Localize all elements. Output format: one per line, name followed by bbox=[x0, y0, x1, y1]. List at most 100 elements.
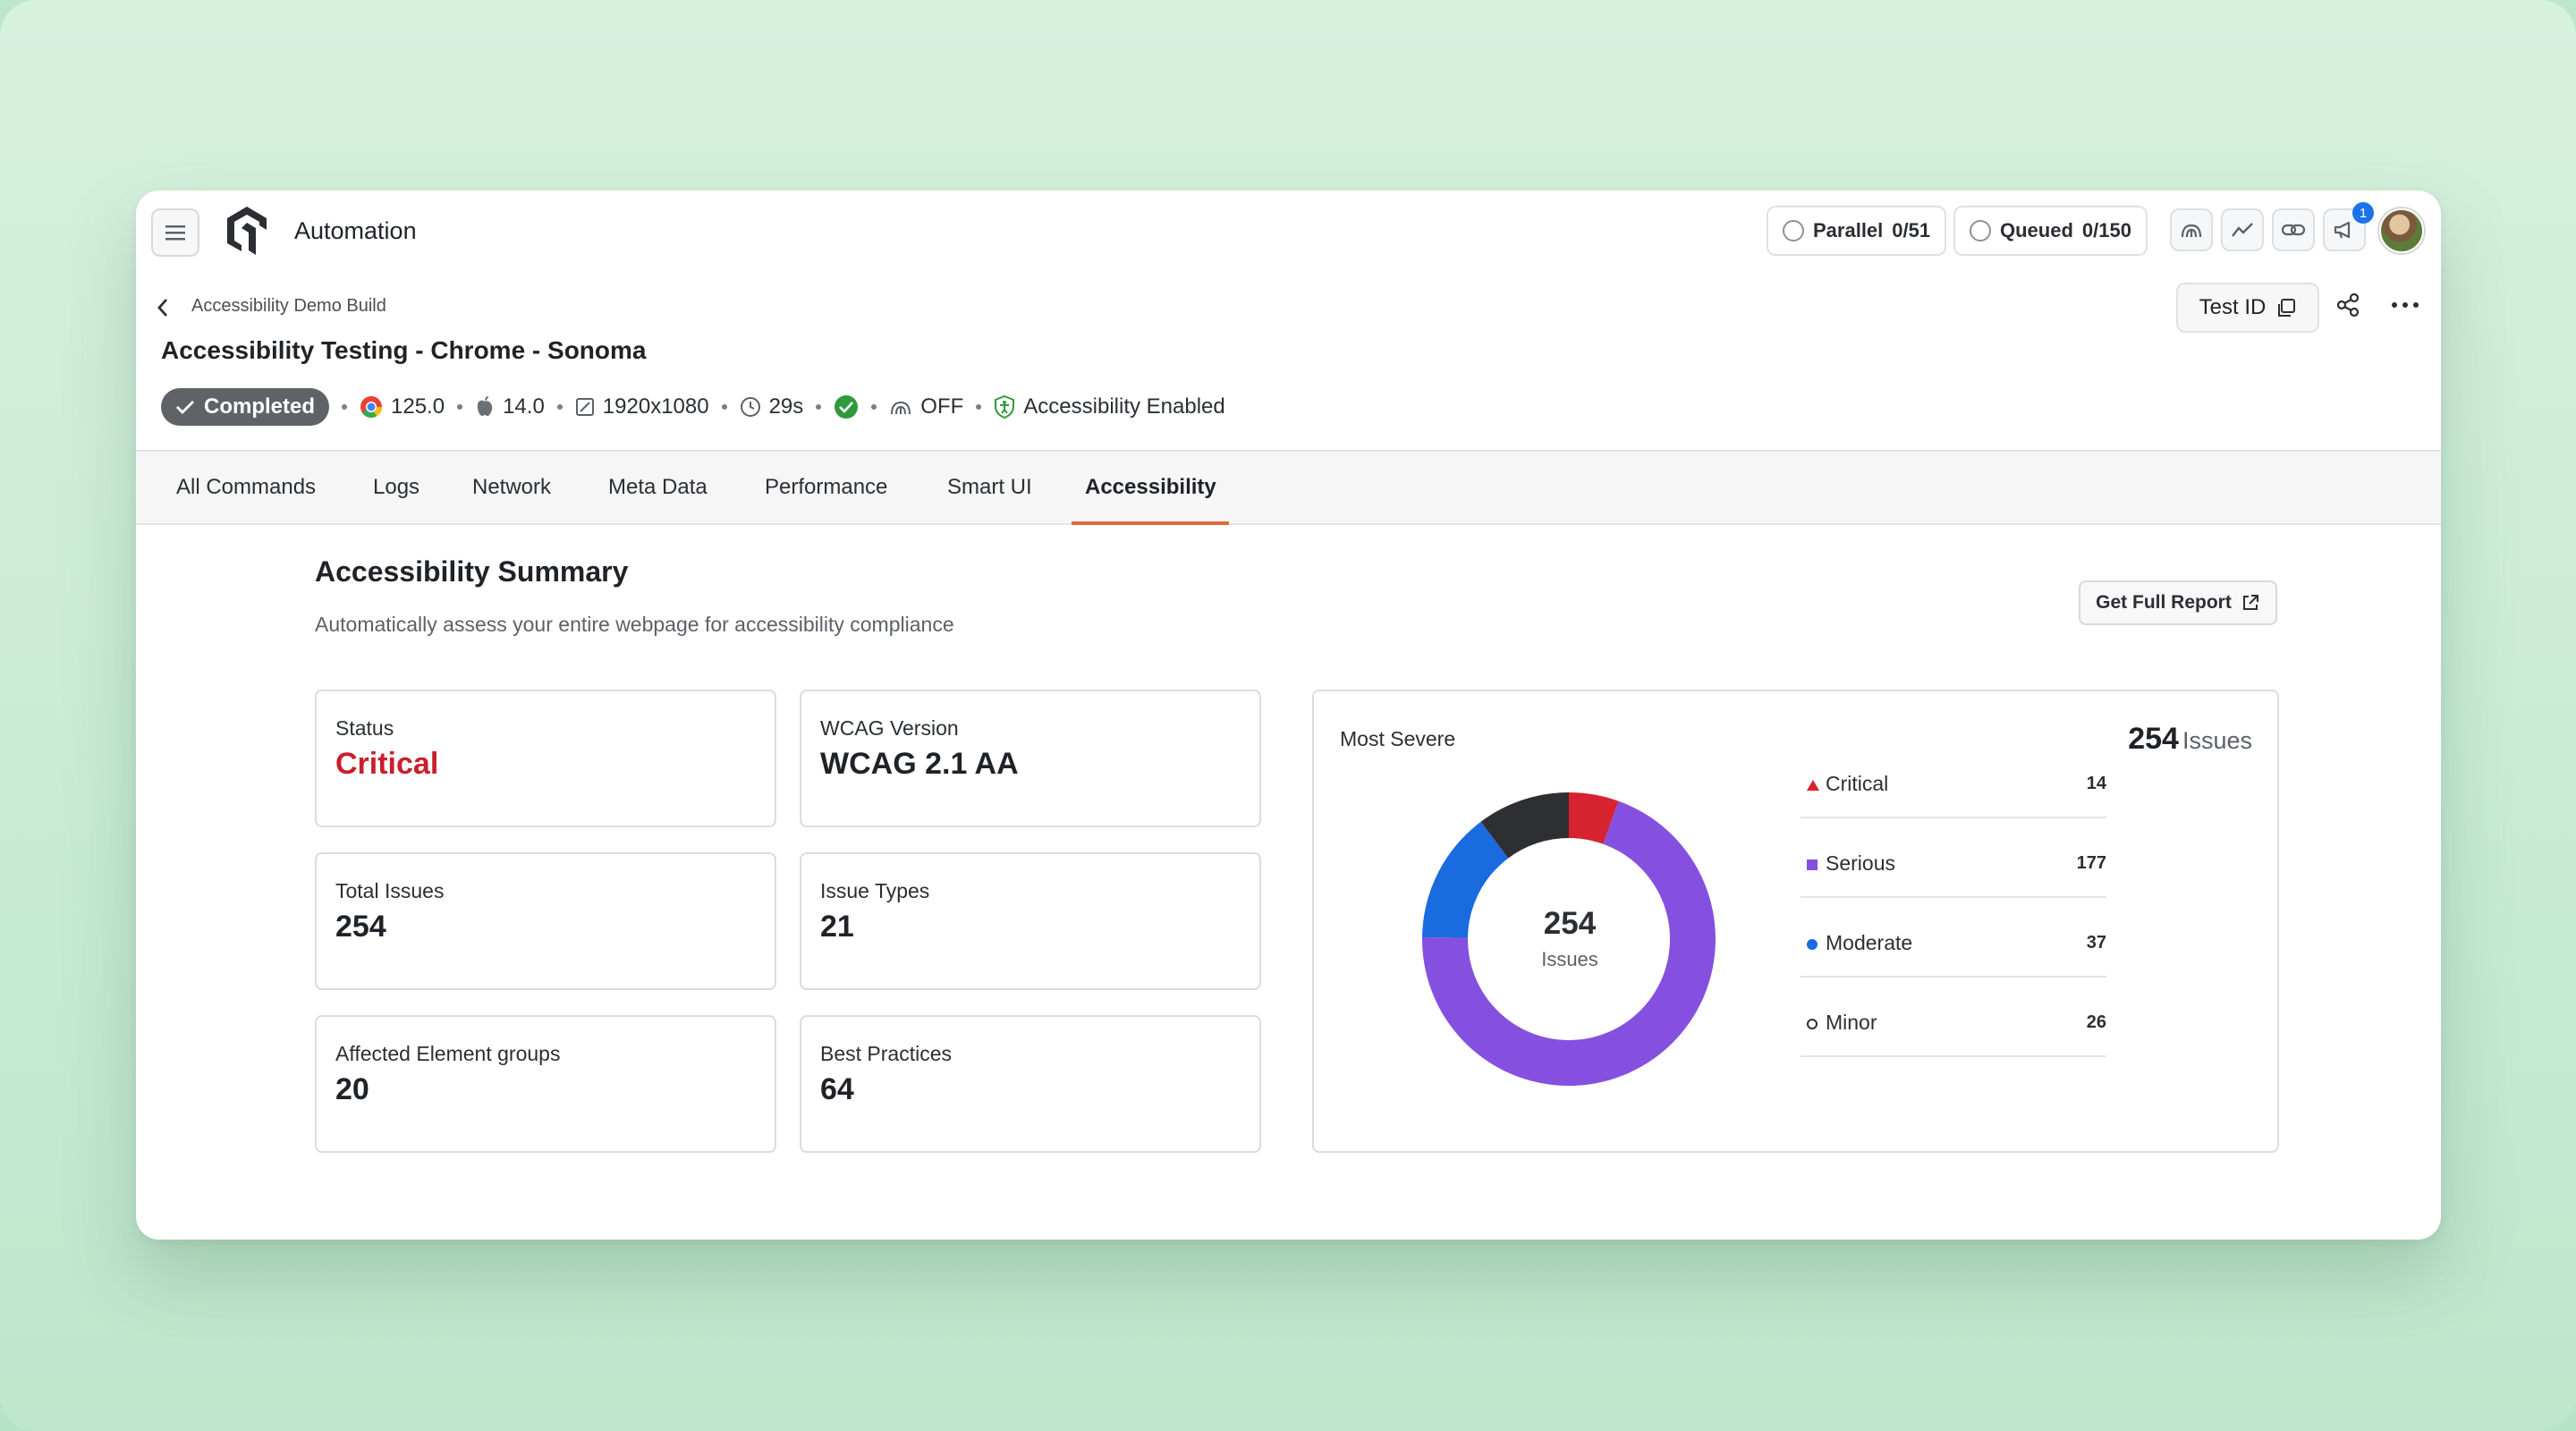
severity-donut-chart bbox=[1422, 792, 1716, 1086]
donut-center-value: 254 bbox=[1543, 906, 1597, 941]
total-issues-card: Total Issues 254 bbox=[315, 852, 776, 990]
tab-accessibility[interactable]: Accessibility bbox=[1085, 475, 1216, 499]
wcag-version-card: WCAG Version WCAG 2.1 AA bbox=[800, 690, 1261, 827]
tab-smart-ui[interactable]: Smart UI bbox=[947, 475, 1032, 499]
accessibility-status: Accessibility Enabled bbox=[994, 394, 1225, 419]
separator-dot bbox=[721, 404, 727, 410]
chart-total-value: 254 bbox=[2128, 722, 2179, 756]
legend-item-minor: Minor 26 bbox=[1801, 978, 2106, 1057]
parallel-label: Parallel bbox=[1813, 219, 1884, 241]
separator-dot bbox=[556, 404, 563, 410]
get-full-report-button[interactable]: Get Full Report bbox=[2079, 580, 2277, 625]
duration: 29s bbox=[740, 394, 804, 419]
donut-slice-minor[interactable] bbox=[1480, 792, 1569, 859]
hollow-circle-icon bbox=[1807, 1019, 1818, 1029]
legend-item-serious: Serious 177 bbox=[1801, 819, 2106, 898]
share-icon[interactable] bbox=[2334, 292, 2361, 318]
test-id-button[interactable]: Test ID bbox=[2176, 283, 2319, 333]
legend-label: Minor bbox=[1826, 1011, 1877, 1034]
card-value: 254 bbox=[335, 910, 386, 944]
build-meta-row: Completed 125.0 14.0 bbox=[161, 388, 1225, 426]
legend-count: 177 bbox=[2076, 853, 2106, 873]
check-icon bbox=[176, 401, 194, 414]
tab-logs[interactable]: Logs bbox=[373, 475, 420, 499]
best-practices-card: Best Practices 64 bbox=[800, 1015, 1261, 1153]
parallel-button[interactable]: Parallel 0/51 bbox=[1767, 206, 1947, 256]
card-label: Affected Element groups bbox=[335, 1042, 561, 1065]
parallel-value: 0/51 bbox=[1892, 219, 1931, 241]
status-text: Completed bbox=[204, 394, 316, 419]
os-version-text: 14.0 bbox=[503, 394, 545, 419]
card-value: 64 bbox=[820, 1072, 854, 1106]
hamburger-icon bbox=[165, 225, 185, 241]
donut-slice-serious[interactable] bbox=[1422, 800, 1716, 1086]
chart-title: Most Severe bbox=[1340, 727, 1456, 750]
duration-text: 29s bbox=[768, 394, 804, 419]
trend-line-icon bbox=[2232, 223, 2253, 237]
breadcrumb[interactable]: Accessibility Demo Build bbox=[191, 296, 386, 316]
donut-slice-critical[interactable] bbox=[1569, 792, 1619, 844]
top-bar: Automation Parallel 0/51 Queued 0/150 bbox=[136, 191, 2441, 273]
external-link-icon bbox=[2242, 595, 2258, 610]
card-label: Status bbox=[335, 716, 394, 740]
status-card: Status Critical bbox=[315, 690, 776, 827]
lambdatest-logo-icon[interactable] bbox=[220, 203, 274, 258]
chart-total-label: Issues bbox=[2182, 727, 2252, 754]
copy-icon bbox=[2278, 299, 2296, 317]
browser-version-text: 125.0 bbox=[391, 394, 445, 419]
donut-center-label: Issues bbox=[1541, 948, 1598, 970]
megaphone-icon bbox=[2334, 221, 2351, 239]
card-label: WCAG Version bbox=[820, 716, 959, 740]
menu-button[interactable] bbox=[151, 208, 199, 257]
avatar[interactable] bbox=[2379, 208, 2424, 253]
queued-status-icon bbox=[1970, 220, 1991, 241]
back-chevron-icon[interactable] bbox=[154, 295, 172, 320]
link-button[interactable] bbox=[2272, 208, 2315, 251]
tunnel-status: OFF bbox=[889, 394, 963, 419]
legend-count: 26 bbox=[2086, 1012, 2106, 1032]
status-badge: Completed bbox=[161, 388, 330, 426]
tab-meta-data[interactable]: Meta Data bbox=[608, 475, 708, 499]
queued-value: 0/150 bbox=[2081, 219, 2131, 241]
legend-label: Critical bbox=[1826, 772, 1889, 795]
test-id-label: Test ID bbox=[2199, 295, 2267, 319]
active-tab-indicator bbox=[1072, 521, 1229, 525]
separator-dot bbox=[816, 404, 822, 410]
filled-circle-icon bbox=[1807, 939, 1818, 950]
tab-all-commands[interactable]: All Commands bbox=[176, 475, 317, 499]
analytics-button[interactable] bbox=[2221, 208, 2264, 251]
legend-item-critical: Critical 14 bbox=[1801, 740, 2106, 818]
card-label: Best Practices bbox=[820, 1042, 952, 1065]
card-value: 20 bbox=[335, 1072, 369, 1106]
accessibility-shield-icon bbox=[995, 394, 1015, 419]
card-value: WCAG 2.1 AA bbox=[820, 747, 1019, 781]
resolution: 1920x1080 bbox=[575, 394, 709, 419]
tunnel-icon bbox=[891, 401, 911, 415]
app-window: Automation Parallel 0/51 Queued 0/150 bbox=[136, 191, 2441, 1240]
square-icon bbox=[1807, 859, 1818, 870]
tab-bar: All Commands Logs Network Meta Data Perf… bbox=[136, 450, 2441, 525]
summary-subtitle: Automatically assess your entire webpage… bbox=[315, 613, 954, 636]
tab-network[interactable]: Network bbox=[472, 475, 552, 499]
affected-element-groups-card: Affected Element groups 20 bbox=[315, 1015, 776, 1153]
summary-title: Accessibility Summary bbox=[315, 555, 629, 588]
queued-button[interactable]: Queued 0/150 bbox=[1953, 206, 2148, 256]
card-value: Critical bbox=[335, 747, 439, 781]
legend-item-moderate: Moderate 37 bbox=[1801, 899, 2106, 978]
chart-total: 254 Issues bbox=[2128, 722, 2252, 757]
card-label: Total Issues bbox=[335, 879, 445, 902]
apple-icon bbox=[477, 396, 493, 416]
tunnel-button[interactable] bbox=[2170, 208, 2213, 251]
card-value: 21 bbox=[820, 910, 854, 944]
donut-slice-moderate[interactable] bbox=[1422, 821, 1509, 938]
severity-chart-card: Most Severe 254 Issues 254 Issues Critica… bbox=[1312, 690, 2279, 1153]
os-version: 14.0 bbox=[475, 394, 545, 419]
tab-performance[interactable]: Performance bbox=[765, 475, 888, 499]
separator-dot bbox=[342, 404, 348, 410]
more-options-icon[interactable] bbox=[2390, 292, 2420, 318]
announcements-button[interactable] bbox=[2323, 208, 2366, 251]
link-icon bbox=[2281, 224, 2306, 236]
legend-count: 37 bbox=[2086, 933, 2106, 953]
queued-label: Queued bbox=[2000, 219, 2073, 241]
resolution-icon bbox=[575, 398, 594, 416]
